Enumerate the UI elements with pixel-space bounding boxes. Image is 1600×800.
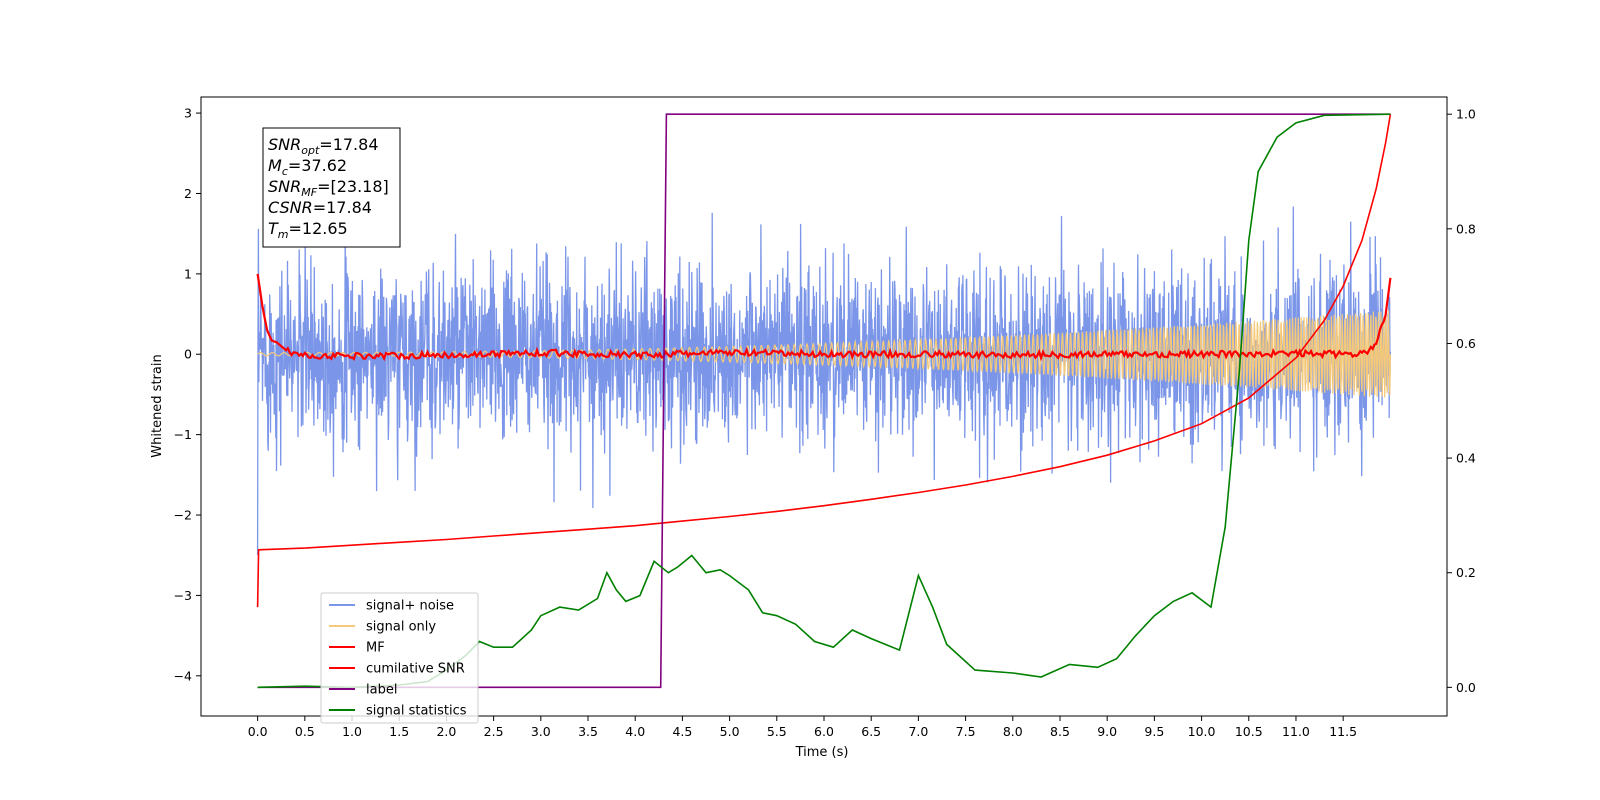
x-tick-label: 5.5 xyxy=(767,724,787,739)
series-layer xyxy=(256,113,1392,689)
series-line-signal-statistics xyxy=(257,113,1391,689)
legend-entry-label: signal statistics xyxy=(366,704,467,719)
x-tick-label: 6.0 xyxy=(814,724,834,739)
series-line-mf xyxy=(256,273,1392,362)
y-tick-label: 0 xyxy=(184,347,192,362)
x-tick-label: 9.0 xyxy=(1097,724,1117,739)
y2-tick-label: 0.8 xyxy=(1456,221,1476,236)
legend-entry-label: label xyxy=(366,683,397,698)
x-tick-label: 7.5 xyxy=(956,724,976,739)
x-tick-label: 11.0 xyxy=(1282,724,1310,739)
series-line-signal-noise xyxy=(256,206,1392,556)
annotation-line: Tm=12.65 xyxy=(268,219,348,241)
x-tick-label: 10.0 xyxy=(1188,724,1216,739)
x-tick-label: 4.0 xyxy=(625,724,645,739)
legend: signal+ noise signal only MF cumilative SNR… xyxy=(320,592,479,724)
legend-entry-label: signal only xyxy=(366,620,436,635)
annotation-line: SNRMF=[23.18] xyxy=(268,177,389,199)
x-tick-label: 0.5 xyxy=(295,724,315,739)
annotation-box: SNRopt=17.84Mc=37.62SNRMF=[23.18]CSNR=17… xyxy=(262,127,401,248)
x-axis: 0.0 0.5 1.0 1.5 2.0 2.5 3.0 3.5 4.0 4.5 5.0 5.5 6.0 6… xyxy=(248,716,1357,739)
y-tick-label: −1 xyxy=(174,427,192,442)
y2-tick-label: 0.2 xyxy=(1456,565,1476,580)
x-tick-label: 5.0 xyxy=(720,724,740,739)
y-tick-label: −4 xyxy=(174,668,192,683)
y2-tick-label: 0.6 xyxy=(1456,336,1476,351)
y-tick-label: 3 xyxy=(184,106,192,121)
x-tick-label: 0.0 xyxy=(248,724,268,739)
annotation-line: Mc=37.62 xyxy=(268,156,347,178)
legend-entry-label: MF xyxy=(366,641,385,656)
y-axis-title: Whitened strain xyxy=(150,354,165,457)
y-tick-label: 1 xyxy=(184,266,192,281)
y-tick-label: 2 xyxy=(184,186,192,201)
x-tick-label: 1.0 xyxy=(342,724,362,739)
x-tick-label: 9.5 xyxy=(1144,724,1164,739)
x-axis-title: Time (s) xyxy=(795,745,849,760)
legend-frame xyxy=(320,592,479,724)
x-tick-label: 3.0 xyxy=(531,724,551,739)
annotation-frame xyxy=(262,127,401,248)
legend-entry-label: cumilative SNR xyxy=(366,662,465,677)
y2-tick-label: 1.0 xyxy=(1456,107,1476,122)
x-tick-label: 4.5 xyxy=(672,724,692,739)
x-tick-label: 11.5 xyxy=(1329,724,1357,739)
y2-tick-label: 0.4 xyxy=(1456,451,1476,466)
x-tick-label: 6.5 xyxy=(861,724,881,739)
annotation-line: SNRopt=17.84 xyxy=(268,135,379,157)
x-tick-label: 2.5 xyxy=(484,724,504,739)
x-tick-label: 7.0 xyxy=(908,724,928,739)
y-axis-right: 1.0 0.8 0.6 0.4 0.2 0.0 xyxy=(1447,107,1476,695)
y-tick-label: −2 xyxy=(174,508,192,523)
x-tick-label: 8.5 xyxy=(1050,724,1070,739)
legend-entry-label: signal+ noise xyxy=(366,599,454,614)
series-line-cumulative-snr xyxy=(256,114,1392,608)
y2-tick-label: 0.0 xyxy=(1456,680,1476,695)
x-tick-label: 10.5 xyxy=(1235,724,1263,739)
y-tick-label: −3 xyxy=(174,588,192,603)
x-tick-label: 3.5 xyxy=(578,724,598,739)
annotation-line: CSNR=17.84 xyxy=(268,198,372,217)
x-tick-label: 1.5 xyxy=(389,724,409,739)
x-tick-label: 2.0 xyxy=(436,724,456,739)
y-axis-left: 3 2 1 0 −1 −2 −3 −4 xyxy=(174,106,201,683)
x-tick-label: 8.0 xyxy=(1003,724,1023,739)
